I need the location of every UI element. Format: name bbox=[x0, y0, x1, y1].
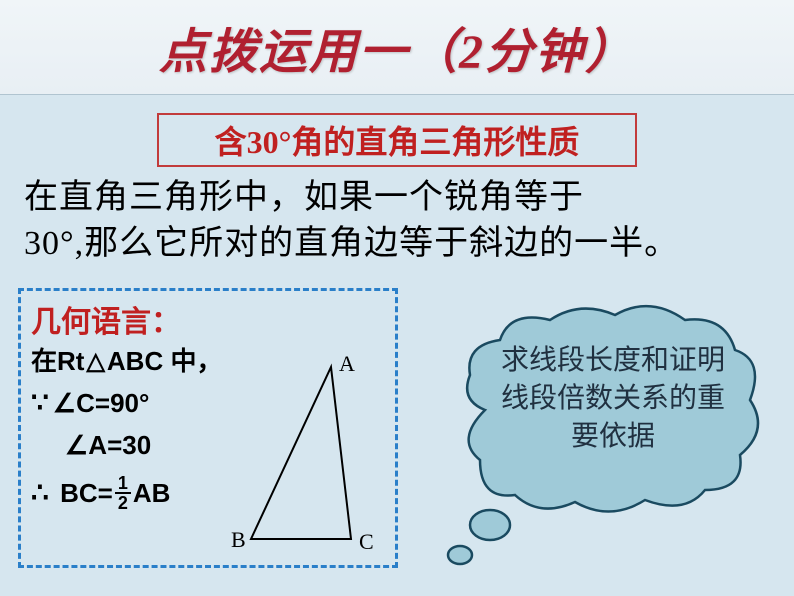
vertex-label-c: C bbox=[359, 529, 374, 554]
cloud-bubble-2 bbox=[448, 546, 472, 564]
angle-a: ∠A=30 bbox=[65, 425, 151, 465]
geometry-title: 几何语言： bbox=[31, 297, 385, 341]
triangle-symbol-icon: △ bbox=[86, 343, 104, 380]
body-line-1: 在直角三角形中，如果一个锐角等于 bbox=[24, 175, 770, 221]
fraction-denominator: 2 bbox=[115, 494, 131, 512]
right-triangle-diagram: A B C bbox=[231, 349, 391, 559]
angle-c: ∠C=90° bbox=[53, 383, 150, 423]
ab-label: AB bbox=[133, 473, 171, 513]
lower-content: 几何语言： 在Rt △ ABC 中， ∠C=90° ∠A=30 BC= 1 2 … bbox=[18, 288, 398, 568]
triangle-shape bbox=[251, 367, 351, 539]
vertex-label-b: B bbox=[231, 527, 246, 552]
thought-bubble: 求线段长度和证明线段倍数关系的重要依据 bbox=[430, 300, 770, 580]
title-bar: 点拨运用一（2分钟） bbox=[0, 0, 794, 95]
fraction-half: 1 2 bbox=[115, 474, 131, 512]
vertex-label-a: A bbox=[339, 351, 355, 376]
rt-prefix: 在Rt bbox=[31, 341, 84, 381]
page-title: 点拨运用一（2分钟） bbox=[159, 12, 635, 82]
bc-eq: BC= bbox=[60, 473, 113, 513]
body-text: 在直角三角形中，如果一个锐角等于 30°,那么它所对的直角边等于斜边的一半。 bbox=[24, 175, 770, 267]
cloud-text: 求线段长度和证明线段倍数关系的重要依据 bbox=[498, 342, 728, 455]
subtitle-box: 含30°角的直角三角形性质 bbox=[157, 113, 637, 167]
rt-suffix: ABC 中， bbox=[107, 341, 223, 381]
geometry-box: 几何语言： 在Rt △ ABC 中， ∠C=90° ∠A=30 BC= 1 2 … bbox=[18, 288, 398, 568]
body-line-2: 30°,那么它所对的直角边等于斜边的一半。 bbox=[24, 221, 770, 267]
cloud-bubble-1 bbox=[470, 510, 510, 540]
fraction-numerator: 1 bbox=[115, 474, 131, 494]
subtitle-text: 含30°角的直角三角形性质 bbox=[215, 124, 580, 160]
